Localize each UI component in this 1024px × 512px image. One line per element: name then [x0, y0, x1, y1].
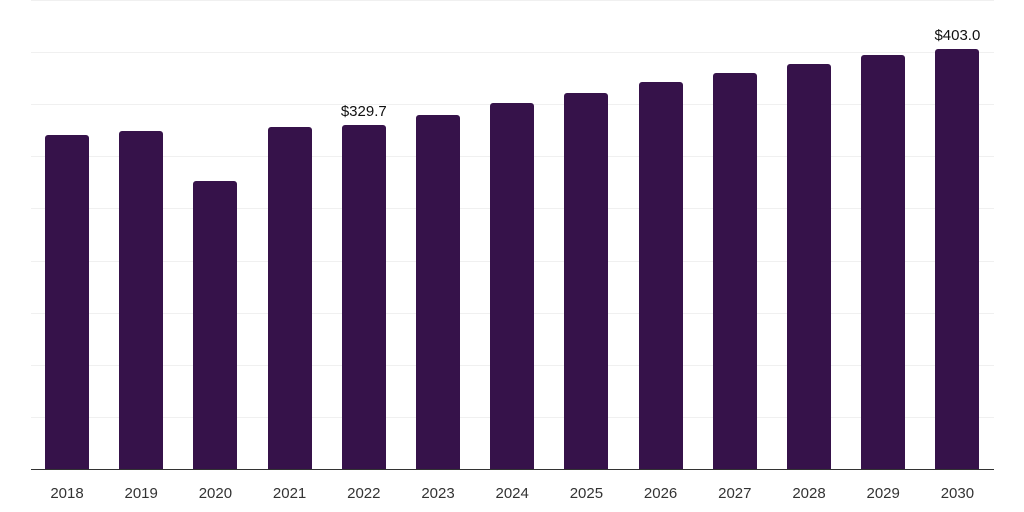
- data-label-2022: $329.7: [340, 103, 387, 121]
- x-tick-label: 2019: [124, 485, 158, 502]
- bar-2024[interactable]: [490, 103, 535, 469]
- bar-2027[interactable]: [712, 72, 757, 469]
- bar-2025[interactable]: [564, 92, 609, 469]
- x-axis-line: [31, 469, 994, 470]
- x-tick-label: 2029: [866, 485, 900, 502]
- bar-2023[interactable]: [416, 114, 460, 469]
- bar-2028[interactable]: [787, 63, 831, 469]
- x-tick-label: 2021: [272, 485, 307, 502]
- bar-2020[interactable]: [193, 181, 238, 469]
- bar-2026[interactable]: [638, 82, 683, 469]
- x-tick-label: 2027: [718, 485, 752, 502]
- bar-2029[interactable]: [861, 55, 906, 469]
- gridline: [31, 52, 994, 53]
- data-label-2030: $403.0: [934, 26, 981, 44]
- x-tick-label: 2024: [495, 485, 529, 502]
- bar-2018[interactable]: [45, 135, 89, 469]
- x-tick-label: 2028: [792, 485, 826, 502]
- x-tick-label: 2022: [347, 485, 381, 502]
- x-tick-label: 2020: [198, 485, 233, 502]
- x-tick-label: 2030: [940, 485, 975, 502]
- bar-2030[interactable]: [935, 48, 980, 469]
- x-tick-label: 2025: [569, 485, 604, 502]
- bar-2019[interactable]: [119, 131, 164, 469]
- bar-2021[interactable]: [267, 127, 312, 469]
- bar-2022[interactable]: [341, 125, 386, 469]
- x-tick-label: 2026: [643, 485, 678, 502]
- gridline: [31, 0, 994, 1]
- x-tick-label: 2018: [50, 485, 84, 502]
- x-tick-label: 2023: [421, 485, 455, 502]
